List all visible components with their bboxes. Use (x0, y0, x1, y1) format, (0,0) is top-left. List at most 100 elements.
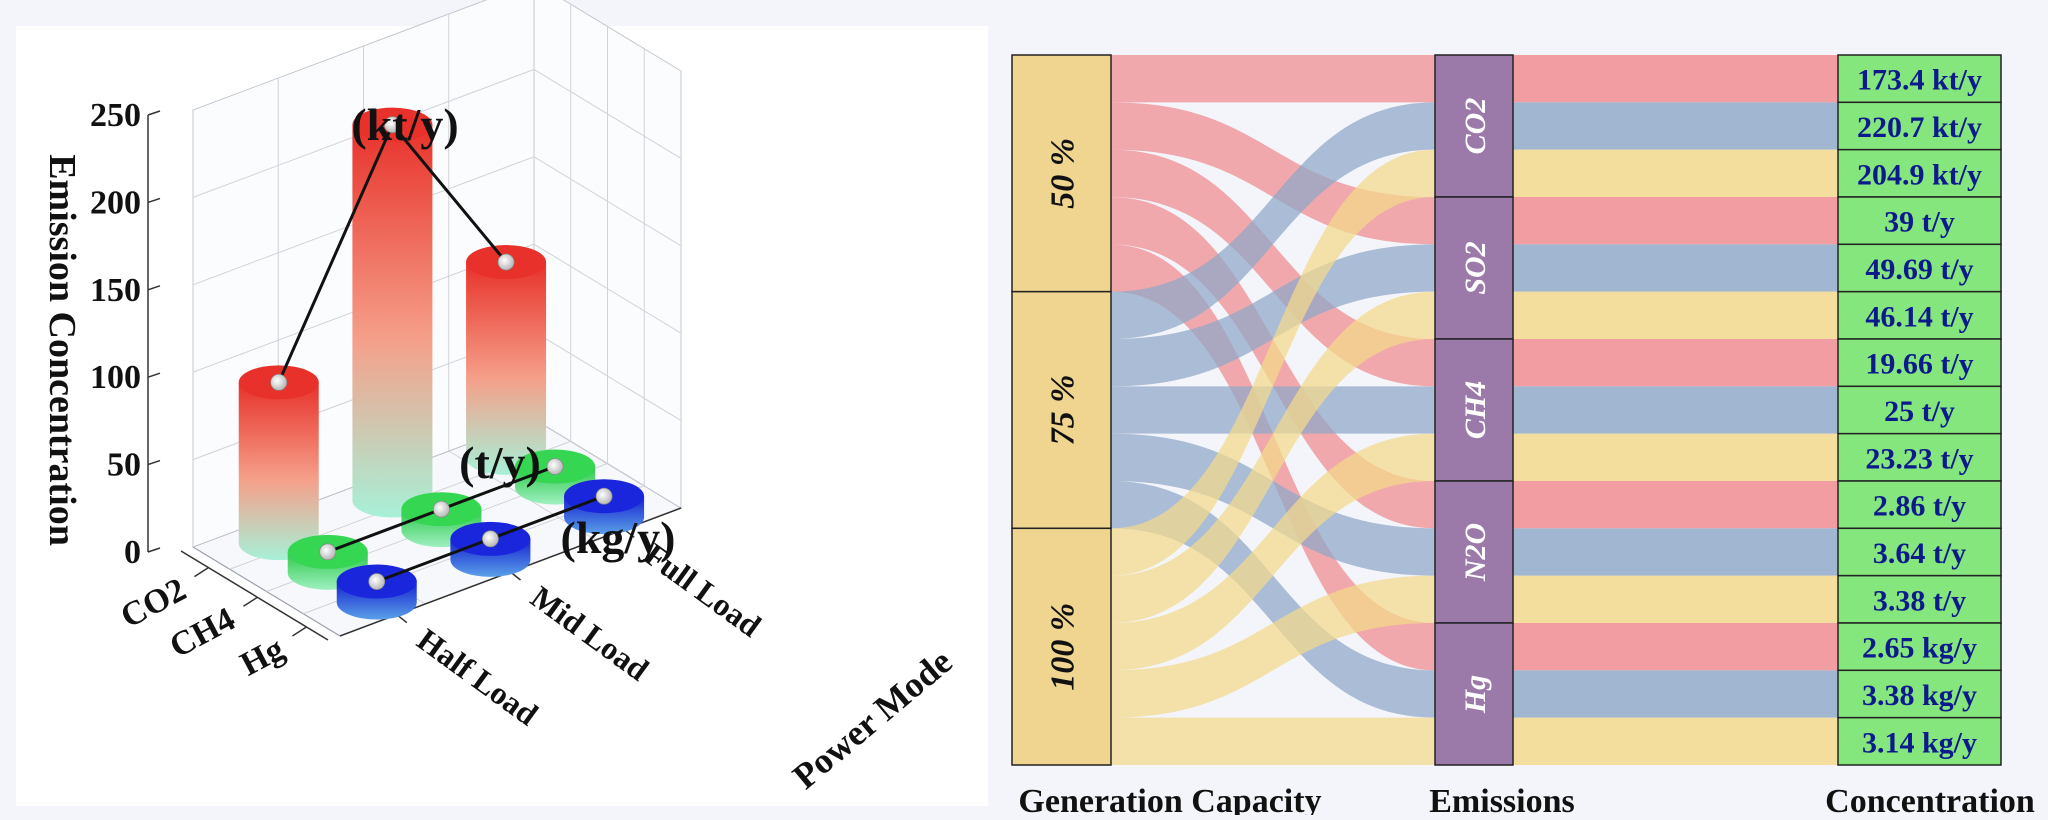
concentration-node (1837, 54, 2002, 104)
flow-band-left (1111, 149, 1435, 576)
concentration-node-label: 3.38 kg/y (1862, 679, 1977, 712)
y-tick-mark (147, 372, 161, 378)
x-tick-mark (292, 626, 307, 637)
y-tick-label: 200 (90, 184, 141, 221)
flow-band-right (1513, 670, 1838, 718)
flow-band-left (1111, 433, 1435, 671)
source-node-label: 50 % (1045, 138, 1082, 209)
unit-label-ch4: (t/y) (459, 437, 541, 488)
concentration-node-label: 3.38 t/y (1873, 584, 1966, 617)
cylinder-marker (595, 487, 613, 505)
flow-band-left (1111, 433, 1435, 576)
flow-band-right (1513, 386, 1838, 434)
concentration-node-label: 204.9 kt/y (1857, 158, 1982, 191)
concentration-node (1837, 290, 2002, 340)
y-tick-label: 250 (90, 97, 141, 134)
emission-node-label: SO2 (1459, 241, 1492, 294)
cylinder-marker (384, 116, 401, 133)
emission-node-label: CH4 (1459, 381, 1492, 439)
flow-band-right (1513, 717, 1838, 765)
y-tick-mark (147, 459, 161, 466)
column-label: Emissions (1429, 783, 1575, 815)
flow-band-left (1111, 717, 1435, 765)
concentration-node (1837, 338, 2002, 388)
x-tick-mark (194, 566, 209, 578)
y-tick-label: 150 (90, 272, 141, 309)
source-node (1011, 290, 1112, 530)
concentration-node-label: 46.14 t/y (1865, 300, 1973, 333)
cylinder-co2-body (238, 382, 319, 561)
cylinder-marker (270, 374, 288, 391)
concentration-node-label: 3.64 t/y (1873, 537, 1966, 570)
flow-band-right (1513, 623, 1838, 671)
concentration-node-label: 2.65 kg/y (1862, 632, 1977, 665)
cylinder-co2-body (466, 262, 547, 475)
concentration-node (1837, 480, 2002, 530)
flow-band-left (1111, 481, 1435, 718)
flow-band-right (1513, 244, 1838, 292)
x-tick-mark (243, 596, 258, 607)
emission-node (1434, 54, 1514, 198)
concentration-node-label: 23.23 t/y (1865, 442, 1973, 475)
flow-band-left (1111, 102, 1435, 339)
unit-label-co2: (kt/y) (351, 99, 458, 150)
concentration-node (1837, 148, 2002, 198)
concentration-node-label: 39 t/y (1884, 206, 1955, 239)
y-tick-mark (147, 285, 161, 291)
concentration-node (1837, 243, 2002, 293)
concentration-node-label: 3.14 kg/y (1862, 726, 1977, 759)
concentration-node-label: 19.66 t/y (1865, 348, 1973, 381)
cylinder-marker (433, 500, 450, 518)
concentration-node-label: 220.7 kt/y (1857, 111, 1982, 144)
emission-node (1434, 480, 1514, 624)
x-axis-line (180, 550, 329, 641)
y-tick-mark (147, 197, 161, 204)
flow-band-right (1513, 102, 1838, 150)
emission-node (1434, 622, 1514, 766)
flow-band-left (1111, 291, 1435, 623)
cylinder-marker (497, 253, 515, 271)
cylinder-marker (482, 530, 499, 548)
emission-node-label: N2O (1459, 523, 1492, 582)
cylinder-co2-body (352, 124, 433, 518)
y-tick-label: 50 (107, 447, 141, 484)
flow-band-right (1513, 481, 1838, 529)
unit-label-hg: (kg/y) (561, 512, 676, 563)
flow-band-right (1513, 149, 1838, 197)
emission-node-label: CO2 (1459, 98, 1492, 155)
y-tick-mark (147, 547, 161, 553)
column-label: Concentration (1825, 783, 2035, 815)
cylinder-marker (319, 543, 337, 561)
cylinder-marker (546, 458, 564, 475)
source-node (1011, 54, 1112, 293)
concentration-node-label: 49.69 t/y (1865, 253, 1973, 286)
flow-band-right (1513, 197, 1838, 245)
source-node (1011, 527, 1112, 766)
flow-band-right (1513, 55, 1838, 103)
wall-gridline (192, 243, 682, 373)
concentration-node-label: 25 t/y (1884, 395, 1955, 428)
concentration-node-label: 173.4 kt/y (1857, 64, 1982, 97)
flow-band-left (1111, 244, 1435, 387)
concentration-node (1837, 716, 2002, 766)
sankey-chart: 50 % 75 % 100 % CO2 SO2 CH4 N2O Hg 173.4 kt/y 220… (1011, 54, 2035, 820)
source-node-label: 100 % (1045, 603, 1082, 691)
y-tick-label: 100 (90, 359, 141, 396)
concentration-node-label: 2.86 t/y (1873, 490, 1966, 523)
cylinder-marker (368, 573, 386, 590)
source-node-label: 75 % (1045, 375, 1082, 446)
wall-gridline (192, 156, 682, 286)
flow-band-left (1111, 386, 1435, 434)
flow-band-left (1111, 575, 1435, 718)
y-tick-mark (147, 110, 161, 116)
flow-band-right (1513, 339, 1838, 387)
concentration-node (1837, 196, 2002, 246)
column-label: Generation Capacity (1018, 783, 1321, 815)
flow-band-right (1513, 528, 1838, 576)
flow-band-right (1513, 575, 1838, 623)
concentration-node (1837, 669, 2002, 719)
flow-band-right (1513, 291, 1838, 339)
y-axis-label: Emission Concentration (41, 154, 83, 546)
y-tick-label: 0 (124, 534, 141, 571)
